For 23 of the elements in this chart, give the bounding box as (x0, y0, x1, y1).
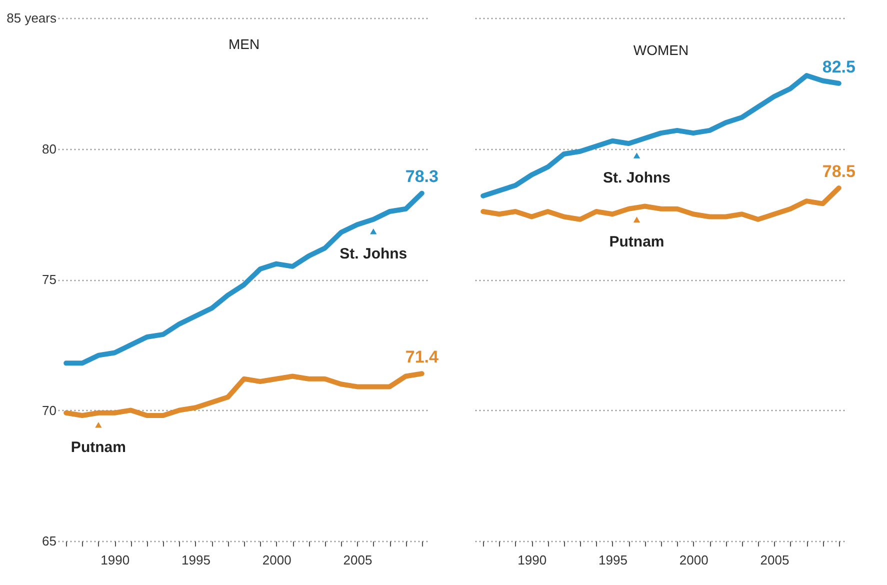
y-tick-label: 65 (42, 534, 56, 548)
data-label: 71.4 (405, 348, 439, 367)
y-tick-label: 75 (42, 272, 56, 287)
y-tick-label: 85 years (6, 10, 57, 26)
x-tick-label: 2000 (262, 552, 292, 568)
x-tick-label: 1995 (598, 552, 628, 568)
annotation: St. Johns (602, 170, 670, 187)
x-tick-label: 1990 (518, 552, 547, 568)
x-tick-label: 2005 (760, 552, 790, 568)
annotation: St. Johns (340, 245, 408, 262)
annotation: Putnam (70, 438, 126, 456)
text: MEN (228, 36, 260, 52)
y-tick-label: 70 (42, 402, 56, 418)
annotation: Putnam (609, 234, 664, 251)
data-label: 78.5 (822, 162, 856, 181)
x-tick-label: 1995 (182, 552, 210, 568)
text: WOMEN (633, 42, 689, 58)
data-label: 78.3 (405, 167, 438, 186)
x-tick-label: 1990 (100, 552, 130, 568)
x-tick-label: 2005 (343, 552, 372, 568)
x-tick-label: 2000 (679, 552, 708, 568)
data-label: 82.5 (822, 57, 856, 76)
y-tick-label: 80 (42, 141, 56, 156)
